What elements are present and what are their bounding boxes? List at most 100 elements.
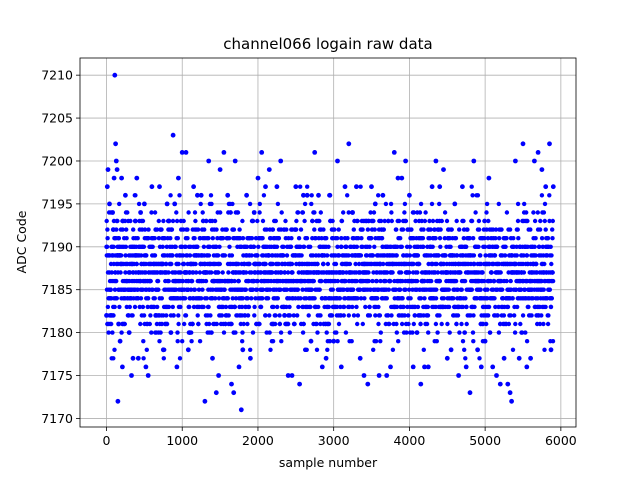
data-point bbox=[539, 236, 545, 241]
data-point bbox=[342, 184, 348, 190]
data-point bbox=[354, 184, 359, 190]
data-point bbox=[301, 244, 307, 249]
data-point bbox=[241, 321, 246, 327]
data-point bbox=[446, 287, 451, 292]
data-point bbox=[358, 253, 364, 258]
data-point bbox=[161, 356, 166, 361]
data-point bbox=[109, 321, 114, 327]
data-point bbox=[181, 261, 187, 267]
data-point bbox=[463, 296, 468, 301]
data-point bbox=[325, 261, 331, 267]
data-point bbox=[548, 347, 554, 353]
data-point bbox=[542, 218, 547, 224]
data-point bbox=[433, 304, 438, 310]
data-point bbox=[181, 218, 186, 224]
data-point bbox=[175, 236, 180, 241]
data-point bbox=[197, 339, 203, 344]
data-point bbox=[148, 278, 153, 284]
data-point bbox=[255, 253, 260, 258]
data-point bbox=[236, 278, 241, 284]
data-point bbox=[153, 313, 159, 318]
data-point bbox=[393, 287, 398, 292]
data-point bbox=[384, 373, 390, 378]
data-point bbox=[259, 150, 265, 155]
data-point bbox=[376, 193, 381, 198]
data-point bbox=[282, 270, 287, 275]
data-point bbox=[175, 330, 180, 335]
data-point bbox=[324, 330, 329, 335]
data-point bbox=[335, 236, 340, 241]
data-point bbox=[464, 244, 469, 249]
data-point bbox=[142, 227, 148, 232]
data-point bbox=[295, 210, 301, 215]
data-point bbox=[333, 261, 339, 267]
data-point bbox=[183, 150, 189, 155]
data-point bbox=[521, 253, 526, 258]
data-point bbox=[302, 201, 308, 207]
data-point bbox=[300, 210, 306, 215]
data-point bbox=[318, 321, 323, 327]
data-point bbox=[414, 330, 420, 335]
data-point bbox=[170, 132, 176, 138]
data-point bbox=[439, 321, 444, 327]
data-point bbox=[195, 244, 200, 249]
data-point bbox=[549, 261, 554, 267]
data-point bbox=[123, 270, 128, 275]
data-point bbox=[437, 184, 443, 190]
data-point bbox=[149, 184, 155, 190]
data-point bbox=[454, 218, 459, 224]
data-point bbox=[285, 270, 291, 275]
data-point bbox=[160, 244, 165, 249]
data-point bbox=[418, 296, 424, 301]
data-point bbox=[460, 339, 466, 344]
data-point bbox=[343, 278, 348, 284]
data-point bbox=[509, 398, 514, 404]
y-tick-label: 7180 bbox=[41, 325, 73, 340]
data-point bbox=[258, 304, 264, 310]
data-point bbox=[325, 347, 330, 352]
data-point bbox=[515, 218, 521, 224]
data-point bbox=[538, 218, 543, 224]
data-point bbox=[493, 227, 499, 232]
data-point bbox=[155, 278, 161, 284]
data-point bbox=[319, 236, 324, 241]
data-point bbox=[501, 313, 507, 318]
data-point bbox=[178, 304, 183, 310]
data-point bbox=[175, 339, 180, 344]
data-point bbox=[336, 253, 342, 258]
data-point bbox=[298, 244, 303, 249]
data-point bbox=[147, 321, 152, 327]
data-point bbox=[326, 304, 331, 310]
data-point bbox=[385, 270, 390, 275]
data-point bbox=[164, 321, 170, 327]
data-point bbox=[117, 304, 122, 310]
data-point bbox=[455, 287, 460, 292]
data-point bbox=[335, 244, 340, 249]
data-point bbox=[528, 227, 533, 232]
data-point bbox=[336, 227, 341, 232]
data-point bbox=[130, 355, 136, 361]
data-point bbox=[476, 227, 482, 232]
data-point bbox=[157, 184, 162, 190]
data-point bbox=[284, 287, 290, 292]
data-point bbox=[113, 141, 118, 147]
data-point bbox=[164, 313, 169, 318]
data-point bbox=[462, 347, 467, 352]
data-point bbox=[426, 330, 431, 335]
data-point bbox=[550, 227, 555, 232]
data-point bbox=[166, 278, 171, 284]
data-point bbox=[236, 364, 242, 370]
data-point bbox=[275, 304, 280, 310]
data-point bbox=[484, 227, 489, 232]
data-point bbox=[255, 175, 261, 181]
x-axis-ticks: 0 1000 2000 3000 4000 5000 6000 bbox=[103, 427, 577, 448]
data-point bbox=[117, 201, 122, 207]
data-point bbox=[180, 278, 185, 284]
data-point bbox=[178, 270, 183, 275]
data-point bbox=[138, 210, 144, 215]
data-point bbox=[186, 210, 191, 215]
data-point bbox=[304, 347, 309, 352]
data-point bbox=[171, 313, 176, 318]
data-point bbox=[279, 339, 284, 344]
data-point bbox=[463, 364, 469, 370]
